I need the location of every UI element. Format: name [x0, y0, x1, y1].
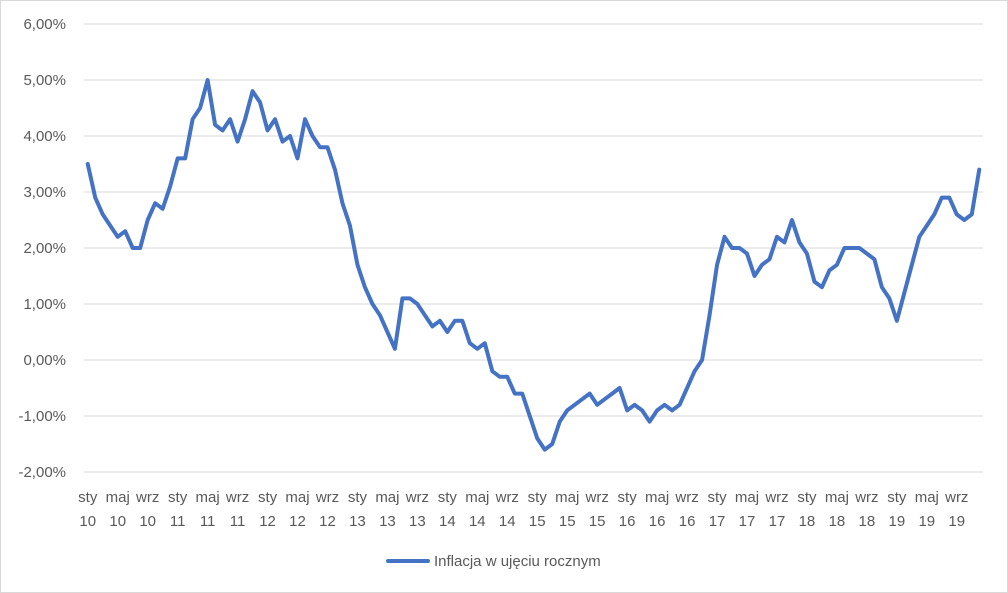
x-tick-label-month: maj: [915, 489, 939, 506]
x-tick-label-year: 12: [319, 513, 336, 530]
x-tick-label-year: 14: [499, 513, 516, 530]
y-tick-label: 3,00%: [23, 184, 66, 201]
x-tick-label-year: 15: [529, 513, 546, 530]
series-group: [85, 78, 982, 452]
x-tick-label-year: 13: [379, 513, 396, 530]
y-tick-label: 0,00%: [23, 352, 66, 369]
x-tick-label-year: 14: [439, 513, 456, 530]
x-tick-label-year: 16: [649, 513, 666, 530]
y-tick-label: 6,00%: [23, 16, 66, 33]
x-axis-tick-labels: sty 10 maj 10 wrz 10 sty 11 maj 11 wrz 11 sty 12 maj 12…: [78, 489, 968, 530]
x-tick-label-year: 15: [589, 513, 606, 530]
x-tick-label-year: 11: [170, 513, 186, 530]
x-tick-label-year: 11: [230, 513, 246, 530]
y-axis-tick-labels: 6,00% 5,00% 4,00% 3,00% 2,00% 1,00% 0,00% -1,00…: [18, 16, 66, 481]
x-tick-label-month: wrz: [495, 489, 519, 506]
y-tick-label: 5,00%: [23, 72, 66, 89]
y-tick-label: 4,00%: [23, 128, 66, 145]
x-tick-label-year: 10: [139, 513, 156, 530]
x-tick-label-month: maj: [465, 489, 489, 506]
x-tick-label-month: maj: [555, 489, 579, 506]
y-tick-label: 1,00%: [23, 296, 66, 313]
x-tick-label-month: maj: [196, 489, 220, 506]
legend-label: Inflacja w ujęciu rocznym: [434, 553, 601, 570]
gridlines: [84, 23, 983, 473]
x-tick-label-year: 13: [409, 513, 426, 530]
x-tick-label-month: maj: [375, 489, 399, 506]
x-tick-label-month: wrz: [585, 489, 609, 506]
x-tick-label-year: 18: [859, 513, 876, 530]
x-tick-label-year: 14: [469, 513, 486, 530]
x-tick-label-month: sty: [528, 489, 548, 506]
x-tick-label-year: 17: [769, 513, 786, 530]
x-tick-label-year: 12: [289, 513, 306, 530]
x-tick-label-month: sty: [887, 489, 907, 506]
x-tick-label-year: 19: [948, 513, 965, 530]
x-tick-label-month: maj: [735, 489, 759, 506]
legend: Inflacja w ujęciu rocznym: [386, 553, 601, 570]
x-tick-label-month: sty: [797, 489, 817, 506]
x-tick-label-month: wrz: [315, 489, 339, 506]
x-tick-label-month: maj: [285, 489, 309, 506]
x-tick-label-year: 19: [918, 513, 935, 530]
x-tick-label-year: 15: [559, 513, 576, 530]
x-tick-label-year: 17: [709, 513, 726, 530]
x-tick-label-month: wrz: [854, 489, 878, 506]
y-tick-label: 2,00%: [23, 240, 66, 257]
x-tick-label-year: 11: [200, 513, 216, 530]
x-tick-label-month: maj: [106, 489, 130, 506]
x-tick-label-month: wrz: [944, 489, 968, 506]
x-tick-label-year: 12: [259, 513, 276, 530]
x-tick-label-year: 16: [679, 513, 696, 530]
x-tick-label-month: maj: [645, 489, 669, 506]
x-tick-label-month: wrz: [135, 489, 159, 506]
x-tick-label-month: sty: [168, 489, 188, 506]
x-tick-label-year: 10: [109, 513, 126, 530]
y-tick-label: -2,00%: [18, 464, 66, 481]
x-tick-label-month: sty: [348, 489, 368, 506]
series-line-inflacja: [85, 78, 982, 452]
x-tick-label-month: sty: [618, 489, 638, 506]
x-tick-label-year: 16: [619, 513, 636, 530]
y-tick-label: -1,00%: [18, 408, 66, 425]
x-tick-label-month: wrz: [764, 489, 788, 506]
x-tick-label-month: maj: [825, 489, 849, 506]
x-tick-label-month: wrz: [674, 489, 698, 506]
x-tick-label-year: 10: [79, 513, 96, 530]
x-tick-label-month: sty: [707, 489, 727, 506]
x-tick-label-year: 18: [829, 513, 846, 530]
x-tick-label-year: 18: [799, 513, 816, 530]
x-tick-label-year: 19: [889, 513, 906, 530]
x-tick-label-month: sty: [438, 489, 458, 506]
x-tick-label-month: sty: [78, 489, 98, 506]
x-tick-label-month: wrz: [225, 489, 249, 506]
x-tick-label-month: wrz: [405, 489, 429, 506]
x-tick-label-year: 17: [739, 513, 756, 530]
x-tick-label-year: 13: [349, 513, 366, 530]
x-tick-label-month: sty: [258, 489, 278, 506]
